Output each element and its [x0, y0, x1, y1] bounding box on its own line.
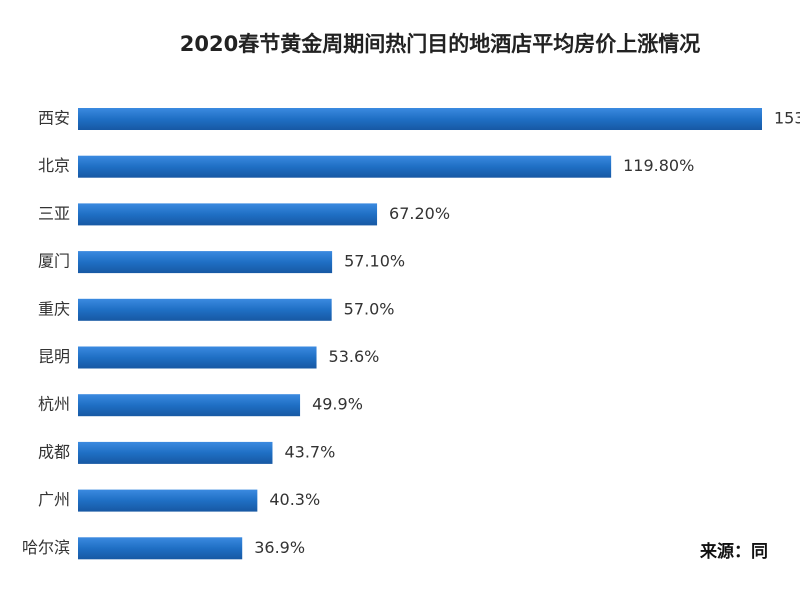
- category-label: 广州: [38, 490, 70, 509]
- category-label: 昆明: [38, 347, 70, 366]
- category-label: 成都: [38, 442, 70, 461]
- bar: [78, 108, 762, 130]
- bar: [78, 346, 317, 369]
- value-label: 43.7%: [284, 442, 335, 461]
- value-label: 53.6%: [329, 347, 380, 366]
- bar: [78, 203, 378, 226]
- bar: [78, 441, 273, 464]
- bar: [78, 155, 612, 178]
- category-label: 三亚: [38, 204, 70, 223]
- category-label: 厦门: [38, 252, 70, 271]
- source-note: 来源：同: [699, 541, 768, 562]
- value-label: 119.80%: [623, 156, 694, 175]
- chart-title: 2020春节黄金周期间热门目的地酒店平均房价上涨情况: [180, 32, 700, 56]
- bar: [78, 394, 301, 417]
- category-label: 北京: [38, 156, 70, 175]
- bar: [78, 251, 333, 274]
- bar: [78, 489, 258, 512]
- bar: [78, 298, 332, 321]
- category-label: 杭州: [38, 395, 70, 414]
- value-label: 36.9%: [254, 538, 305, 557]
- value-label: 67.20%: [389, 204, 450, 223]
- value-label: 57.0%: [344, 299, 395, 318]
- category-label: 西安: [38, 109, 70, 128]
- value-label: 49.9%: [312, 395, 363, 414]
- bar: [78, 537, 243, 560]
- category-label: 哈尔滨: [22, 538, 70, 557]
- value-label: 40.3%: [269, 490, 320, 509]
- category-label: 重庆: [38, 299, 70, 318]
- value-label: 153.70%: [774, 109, 800, 128]
- value-label: 57.10%: [344, 252, 405, 271]
